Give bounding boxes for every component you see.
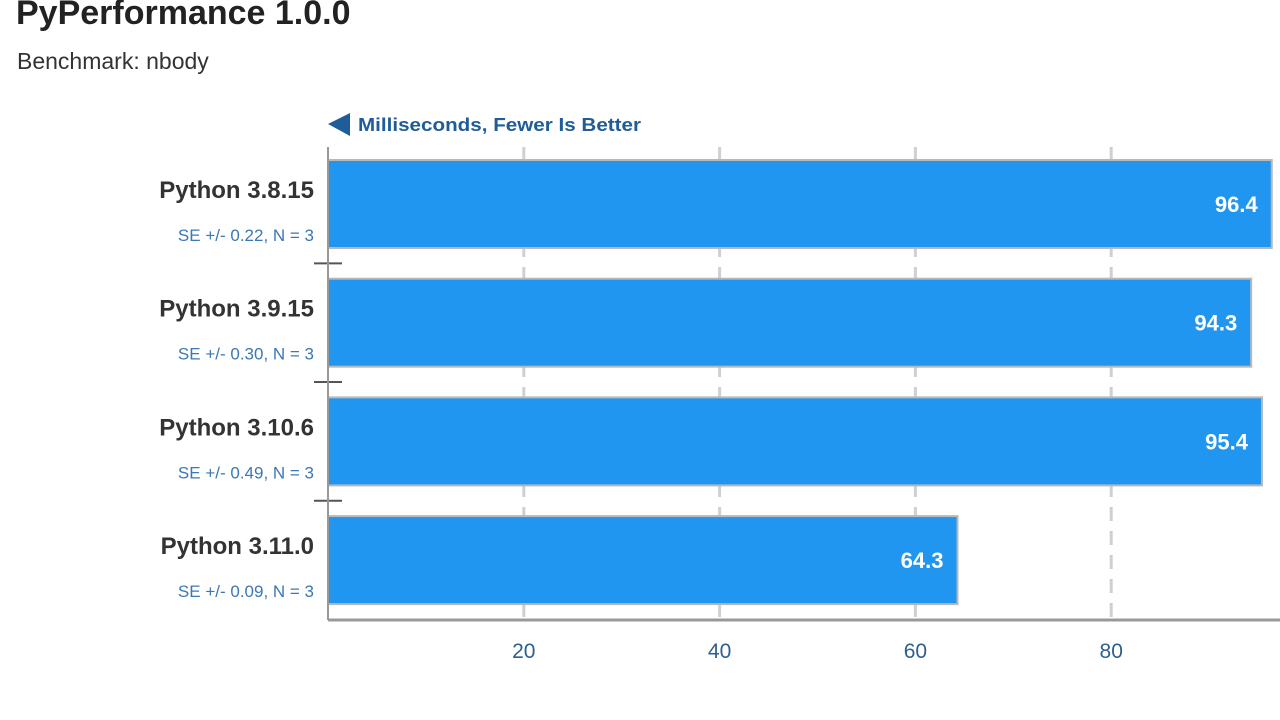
category-label: Python 3.10.6 xyxy=(159,414,314,441)
bar xyxy=(327,159,1273,249)
direction-note-label: Milliseconds, Fewer Is Better xyxy=(358,115,641,135)
category-label: Python 3.11.0 xyxy=(161,533,314,560)
bar-value-label: 94.3 xyxy=(1194,311,1237,336)
bar-value-label: 64.3 xyxy=(901,548,944,573)
bar-value-label: 96.4 xyxy=(1215,192,1259,217)
x-tick-label: 60 xyxy=(904,640,927,663)
category-label: Python 3.9.15 xyxy=(159,296,314,323)
x-tick-label: 20 xyxy=(512,640,535,663)
chart-title: PyPerformance 1.0.0 xyxy=(16,0,351,32)
bar xyxy=(327,396,1263,487)
error-label: SE +/- 0.09, N = 3 xyxy=(178,582,314,601)
x-tick-label: 40 xyxy=(708,640,731,663)
error-label: SE +/- 0.49, N = 3 xyxy=(178,463,314,482)
error-label: SE +/- 0.30, N = 3 xyxy=(178,345,314,364)
chart-subtitle: Benchmark: nbody xyxy=(17,48,209,74)
category-label: Python 3.8.15 xyxy=(159,177,314,204)
bar xyxy=(327,277,1253,368)
axes: 20 40 60 80 xyxy=(314,147,1280,663)
error-label: SE +/- 0.22, N = 3 xyxy=(178,226,314,245)
bars: 96.4 Python 3.8.15 SE +/- 0.22, N = 3 94.3 P… xyxy=(159,159,1273,606)
x-tick-label: 80 xyxy=(1100,640,1123,663)
bar-value-label: 95.4 xyxy=(1205,429,1249,454)
bar xyxy=(327,515,959,606)
left-arrow-icon xyxy=(328,113,350,136)
direction-note: Milliseconds, Fewer Is Better xyxy=(328,113,641,136)
